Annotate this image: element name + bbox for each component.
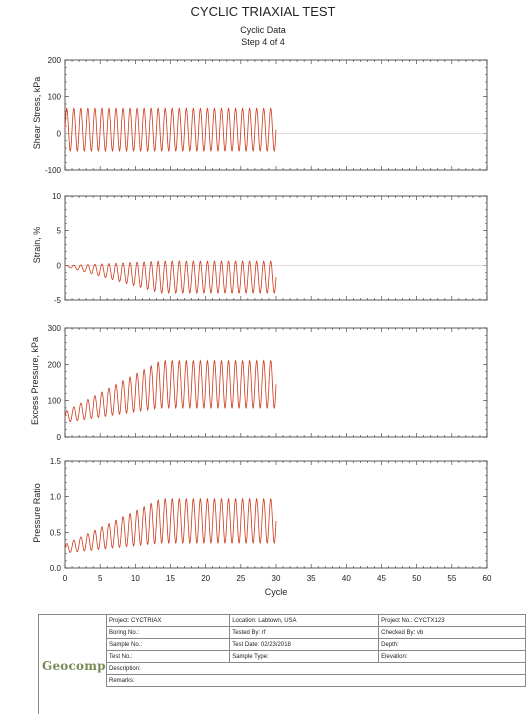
y-tick-label: 200	[48, 56, 62, 65]
info-footer: Geocomp Project: CYCTRIAX Location: Labt…	[38, 614, 526, 714]
table-cell: Project No.: CYCTX123	[378, 614, 526, 627]
y-tick-label: -5	[54, 296, 62, 305]
y-tick-label: 1.0	[50, 493, 62, 502]
x-tick-label: 40	[342, 574, 351, 583]
chart-area: -1000100200-5051001002003000.00.51.01.50…	[45, 56, 492, 597]
table-cell: Test Date: 02/23/2018	[229, 638, 380, 651]
plot-frame-1	[64, 195, 488, 301]
x-tick-label: 15	[166, 574, 175, 583]
info-table: Project: CYCTRIAX Location: Labtown, USA…	[105, 614, 526, 687]
chart-title: CYCLIC TRIAXIAL TEST	[190, 4, 336, 19]
x-tick-label: 20	[201, 574, 210, 583]
table-cell: Depth:	[378, 638, 526, 651]
table-cell: Location: Labtown, USA	[229, 614, 380, 627]
y-tick-label: 0	[57, 261, 62, 270]
y-tick-label: 0.0	[50, 564, 62, 573]
plot-frame-0	[64, 59, 488, 171]
table-cell: Tested By: rf	[229, 626, 380, 639]
table-cell: Test No.:	[105, 650, 231, 663]
x-tick-label: 45	[377, 574, 386, 583]
table-row: Description:	[106, 662, 526, 675]
y-tick-label: 0	[57, 433, 62, 442]
x-tick-label: 10	[131, 574, 140, 583]
y-tick-label: -100	[45, 166, 62, 175]
table-row: Test No.: Sample Type: Elevation:	[105, 650, 526, 663]
chart-subtitle: Cyclic Data	[240, 25, 286, 35]
y-tick-label: 100	[48, 397, 62, 406]
x-tick-label: 25	[236, 574, 245, 583]
table-row: Remarks:	[106, 674, 526, 687]
series-line-3	[64, 497, 277, 553]
table-cell: Sample Type:	[229, 650, 380, 663]
x-tick-label: 5	[98, 574, 103, 583]
y-tick-label: 100	[48, 93, 62, 102]
x-tick-label: 60	[483, 574, 492, 583]
table-cell: Boring No.:	[105, 626, 231, 639]
y-tick-label: 10	[52, 192, 61, 201]
y-tick-label: 0.5	[50, 528, 62, 537]
x-tick-label: 0	[63, 574, 68, 583]
step-indicator: Step 4 of 4	[241, 37, 285, 47]
series-line-1	[64, 260, 277, 294]
y-tick-label: 300	[48, 324, 62, 333]
plot-frame-3	[64, 460, 488, 569]
remarks-cell: Remarks:	[106, 674, 526, 687]
series-line-2	[64, 359, 277, 423]
table-cell: Checked By: vb	[378, 626, 526, 639]
logo-box: Geocomp	[38, 614, 106, 714]
table-row: Boring No.: Tested By: rf Checked By: vb	[105, 626, 526, 639]
plot-frame-2	[64, 327, 488, 438]
y-tick-label: 200	[48, 360, 62, 369]
table-cell: Project: CYCTRIAX	[105, 614, 231, 627]
x-axis-label: Cycle	[265, 587, 288, 597]
table-row: Sample No.: Test Date: 02/23/2018 Depth:	[105, 638, 526, 651]
x-tick-label: 50	[412, 574, 421, 583]
x-tick-label: 30	[272, 574, 281, 583]
company-logo: Geocomp	[42, 659, 106, 673]
series-line-0	[64, 107, 277, 153]
description-cell: Description:	[106, 662, 526, 675]
y-tick-label: 1.5	[50, 457, 62, 466]
x-tick-label: 55	[447, 574, 456, 583]
y-tick-label: 5	[57, 227, 62, 236]
table-cell: Elevation:	[378, 650, 526, 663]
x-tick-label: 35	[307, 574, 316, 583]
table-cell: Sample No.:	[105, 638, 231, 651]
y-tick-label: 0	[57, 129, 62, 138]
table-row: Project: CYCTRIAX Location: Labtown, USA…	[105, 614, 526, 627]
